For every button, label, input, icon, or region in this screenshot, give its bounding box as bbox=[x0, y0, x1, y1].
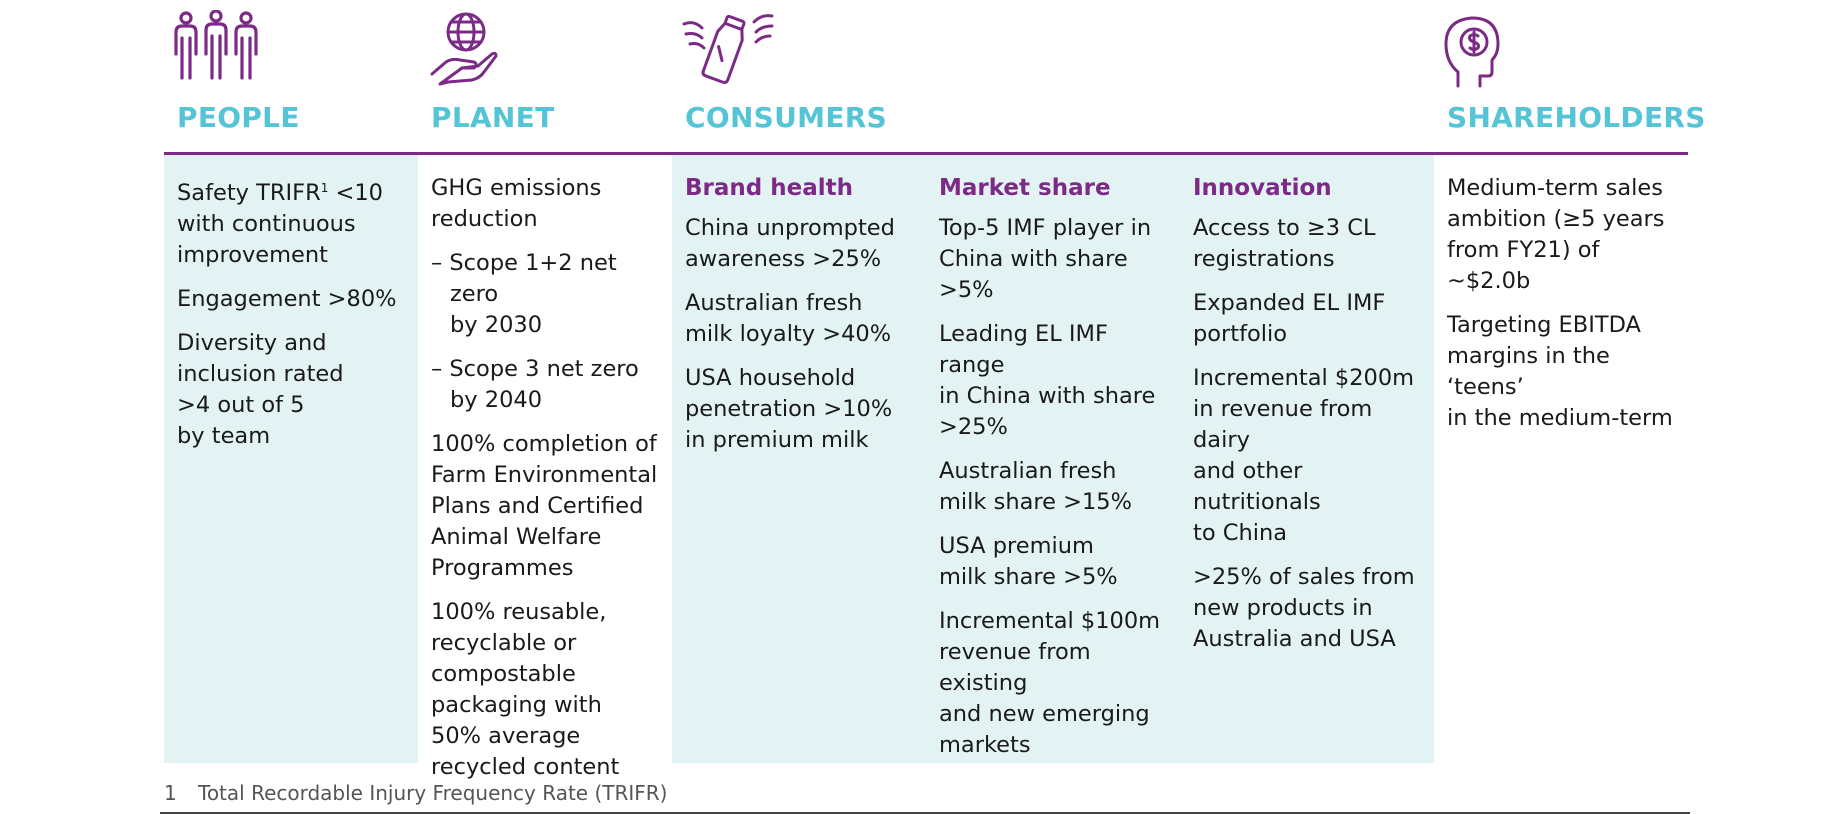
targets-table: PEOPLE PLANET CONSUMERS SHAREHOLDERS Saf… bbox=[164, 0, 1705, 780]
globe-in-hand-icon bbox=[428, 10, 500, 90]
market-share-item: Incremental $100m revenue from existing … bbox=[939, 608, 1161, 758]
brand-health-item: Australian fresh milk loyalty >40% bbox=[685, 290, 892, 347]
planet-item: GHG emissions reduction bbox=[431, 175, 602, 232]
icons-row bbox=[164, 0, 1688, 88]
heading-shareholders: SHAREHOLDERS bbox=[1447, 101, 1706, 134]
shareholders-item: Targeting EBITDA margins in the ‘teens’ … bbox=[1447, 312, 1673, 431]
heading-planet: PLANET bbox=[431, 101, 555, 134]
head-with-dollar-icon bbox=[1440, 10, 1502, 92]
heading-consumers: CONSUMERS bbox=[685, 101, 888, 134]
footnote-text: Total Recordable Injury Frequency Rate (… bbox=[198, 781, 668, 805]
people-item: Diversity and inclusion rated >4 out of … bbox=[177, 330, 344, 449]
innovation-item: >25% of sales from new products in Austr… bbox=[1193, 564, 1415, 652]
shareholders-item: Medium-term sales ambition (≥5 years fro… bbox=[1447, 175, 1665, 294]
header-divider bbox=[164, 152, 1688, 155]
brand-health-title: Brand health bbox=[685, 175, 853, 201]
safety-suffix: <10 with continuous improvement bbox=[177, 180, 383, 268]
brand-health-item: China unprompted awareness >25% bbox=[685, 215, 895, 272]
footnote-marker: 1 bbox=[320, 181, 329, 195]
market-share-title: Market share bbox=[939, 175, 1111, 201]
safety-text: Safety TRIFR bbox=[177, 180, 321, 206]
people-safety-item: Safety TRIFR1 <10 with continuous improv… bbox=[177, 173, 406, 271]
market-share-item: Top-5 IMF player in China with share >5% bbox=[939, 215, 1152, 303]
people-icon bbox=[172, 9, 260, 86]
columns-grid: Safety TRIFR1 <10 with continuous improv… bbox=[164, 155, 1688, 780]
planet-item: 100% reusable, recyclable or compostable… bbox=[431, 599, 620, 780]
innovation-title: Innovation bbox=[1193, 175, 1332, 201]
people-item: Engagement >80% bbox=[177, 286, 397, 312]
brand-health-column: Brand health China unprompted awareness … bbox=[672, 155, 926, 763]
headings-row: PEOPLE PLANET CONSUMERS SHAREHOLDERS bbox=[164, 88, 1705, 152]
footer-divider bbox=[160, 812, 1690, 814]
heading-people: PEOPLE bbox=[177, 101, 300, 134]
planet-item: 100% completion of Farm Environmental Pl… bbox=[431, 431, 658, 581]
brand-health-item: USA household penetration >10% in premiu… bbox=[685, 365, 893, 453]
footnote: 1 Total Recordable Injury Frequency Rate … bbox=[164, 779, 667, 807]
market-share-item: Australian fresh milk share >15% bbox=[939, 458, 1132, 515]
innovation-item: Incremental $200m in revenue from dairy … bbox=[1193, 365, 1415, 546]
milk-bottle-icon bbox=[682, 10, 774, 90]
people-column: Safety TRIFR1 <10 with continuous improv… bbox=[164, 155, 418, 763]
market-share-item: Leading EL IMF range in China with share… bbox=[939, 321, 1156, 440]
footnote-number: 1 bbox=[164, 781, 177, 805]
market-share-item: USA premium milk share >5% bbox=[939, 533, 1118, 590]
innovation-item: Expanded EL IMF portfolio bbox=[1193, 290, 1386, 347]
shareholders-column: Medium-term sales ambition (≥5 years fro… bbox=[1434, 155, 1688, 763]
planet-item: – Scope 3 net zero by 2040 bbox=[431, 356, 639, 413]
planet-column: GHG emissions reduction – Scope 1+2 net … bbox=[418, 155, 672, 780]
innovation-item: Access to ≥3 CL registrations bbox=[1193, 215, 1376, 272]
market-share-column: Market share Top-5 IMF player in China w… bbox=[926, 155, 1180, 763]
planet-item: – Scope 1+2 net zero by 2030 bbox=[431, 250, 617, 338]
innovation-column: Innovation Access to ≥3 CL registrations… bbox=[1180, 155, 1434, 763]
